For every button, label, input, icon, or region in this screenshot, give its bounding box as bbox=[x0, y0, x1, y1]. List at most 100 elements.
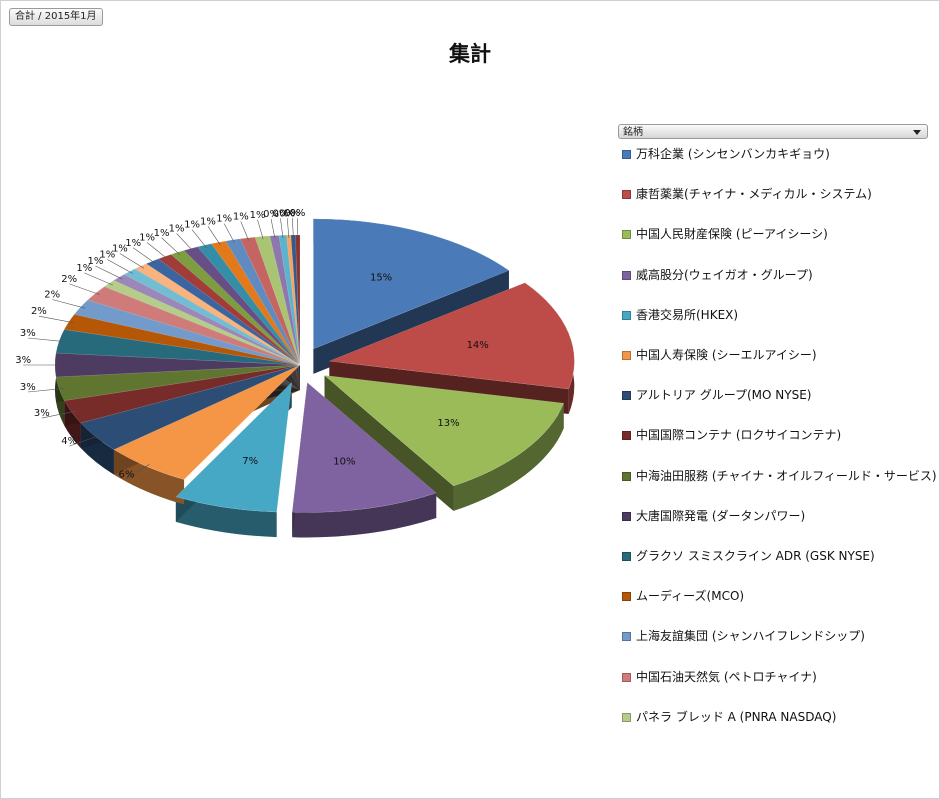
legend-swatch bbox=[622, 712, 631, 722]
data-label: 1% bbox=[99, 250, 115, 261]
data-label: 1% bbox=[169, 224, 185, 235]
leader-line bbox=[52, 299, 86, 309]
legend-label: 中海油田服務 (チャイナ・オイルフィールド・サービス) bbox=[636, 468, 937, 483]
legend-label: 中国国際コンテナ (ロクサイコンテナ) bbox=[636, 428, 842, 443]
pie-slice[interactable] bbox=[313, 218, 510, 350]
data-label: 2% bbox=[61, 274, 77, 285]
data-label: 1% bbox=[200, 216, 216, 227]
pie-slice[interactable] bbox=[323, 375, 565, 487]
legend-item[interactable]: パネラ ブレッド A (PNRA NASDAQ) bbox=[622, 709, 836, 725]
legend-swatch bbox=[622, 310, 631, 320]
legend-label: 中国石油天然気 (ペトロチャイナ) bbox=[636, 669, 817, 684]
leader-line bbox=[240, 221, 249, 241]
data-label: 1% bbox=[233, 212, 249, 223]
legend-swatch bbox=[622, 270, 631, 280]
legend-field-dropdown[interactable]: 銘柄 bbox=[618, 124, 928, 139]
leader-line bbox=[286, 218, 290, 238]
legend-label: 中国人寿保険 (シーエルアイシー) bbox=[636, 348, 817, 362]
legend-item[interactable]: 中海油田服務 (チャイナ・オイルフィールド・サービス) bbox=[622, 468, 937, 484]
legend-swatch bbox=[622, 351, 631, 360]
data-label: 7% bbox=[242, 456, 258, 467]
pie-slice[interactable] bbox=[329, 282, 575, 390]
leader-line bbox=[69, 435, 100, 447]
legend-label: アルトリア グループ(MO NYSE) bbox=[636, 388, 812, 403]
legend-item[interactable]: 中国国際コンテナ (ロクサイコンテナ) bbox=[622, 427, 841, 443]
legend-label: グラクソ スミスクライン ADR (GSK NYSE) bbox=[636, 549, 875, 563]
data-label: 0% bbox=[272, 208, 288, 219]
data-label: 1% bbox=[250, 210, 266, 221]
pie-slice[interactable] bbox=[291, 381, 437, 513]
leader-line bbox=[38, 315, 74, 323]
legend-label: 上海友誼集団 (シャンハイフレンドシップ) bbox=[636, 629, 865, 644]
leader-line bbox=[107, 259, 134, 274]
leader-line bbox=[191, 229, 207, 248]
legend-swatch bbox=[622, 391, 631, 401]
legend-label: 中国人民財産保険 (ピーアイシーシ) bbox=[636, 227, 828, 242]
legend-item[interactable]: 威高股分(ウェイガオ・グループ) bbox=[622, 267, 813, 283]
data-label: 0% bbox=[263, 209, 279, 220]
leader-line bbox=[84, 272, 114, 286]
leader-line bbox=[119, 253, 144, 269]
data-label: 14% bbox=[467, 340, 489, 351]
leader-line bbox=[95, 265, 123, 280]
legend-swatch bbox=[622, 511, 631, 521]
leader-line bbox=[41, 410, 77, 419]
legend-item[interactable]: ムーディーズ(MCO) bbox=[622, 588, 744, 604]
data-label: 1% bbox=[139, 233, 155, 244]
legend-item[interactable]: 中国人寿保険 (シーエルアイシー) bbox=[622, 347, 817, 363]
data-label: 10% bbox=[333, 457, 355, 468]
legend-item[interactable]: 大唐国際発電 (ダータンパワー) bbox=[622, 508, 805, 524]
legend-item[interactable]: グラクソ スミスクライン ADR (GSK NYSE) bbox=[622, 548, 875, 564]
legend-item[interactable]: 香港交易所(HKEX) bbox=[622, 307, 738, 323]
legend-item[interactable]: 中国石油天然気 (ペトロチャイナ) bbox=[622, 669, 817, 685]
legend-item[interactable]: アルトリア グループ(MO NYSE) bbox=[622, 387, 811, 403]
pie-slice-side bbox=[175, 496, 277, 538]
legend-label: 康哲薬業(チャイナ・メディカル・システム) bbox=[636, 187, 872, 202]
data-label: 2% bbox=[44, 290, 60, 301]
legend-swatch bbox=[622, 592, 631, 602]
legend-swatch bbox=[622, 552, 631, 561]
legend-item[interactable]: 康哲薬業(チャイナ・メディカル・システム) bbox=[622, 186, 872, 202]
data-label: 15% bbox=[370, 273, 392, 284]
data-label: 6% bbox=[118, 469, 134, 480]
legend-label: 香港交易所(HKEX) bbox=[636, 307, 739, 322]
data-label: 2% bbox=[31, 306, 47, 317]
leader-line bbox=[146, 242, 168, 260]
data-label: 3% bbox=[20, 382, 36, 393]
legend-swatch bbox=[622, 672, 631, 682]
chart-title: 集計 bbox=[449, 42, 491, 66]
data-label: 1% bbox=[216, 214, 232, 225]
data-label: 1% bbox=[87, 256, 103, 267]
legend-swatch bbox=[622, 150, 631, 159]
pie-slice-side bbox=[453, 403, 564, 511]
data-label: 1% bbox=[125, 238, 141, 249]
legend-label: 威高股分(ウェイガオ・グループ) bbox=[636, 267, 813, 282]
leader-line bbox=[69, 283, 100, 295]
leader-line bbox=[292, 218, 294, 238]
pie-slice[interactable] bbox=[175, 381, 293, 513]
data-label: 3% bbox=[15, 355, 31, 366]
data-label: 4% bbox=[61, 436, 77, 447]
pie-top-layer bbox=[54, 218, 575, 513]
legend-swatch bbox=[622, 431, 631, 441]
pie-slice-side bbox=[292, 492, 437, 538]
legend-label: ムーディーズ(MCO) bbox=[636, 589, 745, 604]
data-label: 3% bbox=[20, 328, 36, 339]
leader-line bbox=[257, 219, 264, 240]
chevron-down-icon bbox=[913, 130, 921, 135]
legend-label: 万科企業 (シンセンバンカキギョウ) bbox=[636, 147, 830, 161]
legend-label: 大唐国際発電 (ダータンパワー) bbox=[636, 508, 806, 523]
leader-line bbox=[270, 218, 276, 239]
data-label: 3% bbox=[34, 408, 50, 419]
data-label: 1% bbox=[112, 243, 128, 254]
data-label: 1% bbox=[154, 228, 170, 239]
legend-item[interactable]: 中国人民財産保険 (ピーアイシーシ) bbox=[622, 226, 828, 242]
legend-label: パネラ ブレッド A (PNRA NASDAQ) bbox=[636, 709, 837, 724]
leader-line bbox=[132, 247, 156, 264]
leader-line bbox=[161, 237, 181, 255]
legend-item[interactable]: 上海友誼集団 (シャンハイフレンドシップ) bbox=[622, 628, 865, 644]
legend-item[interactable]: 万科企業 (シンセンバンカキギョウ) bbox=[622, 146, 830, 162]
filter-field-button[interactable]: 合計 / 2015年1月 bbox=[9, 8, 103, 26]
legend-field-label: 銘柄 bbox=[623, 127, 643, 138]
data-label: 0% bbox=[279, 208, 295, 219]
